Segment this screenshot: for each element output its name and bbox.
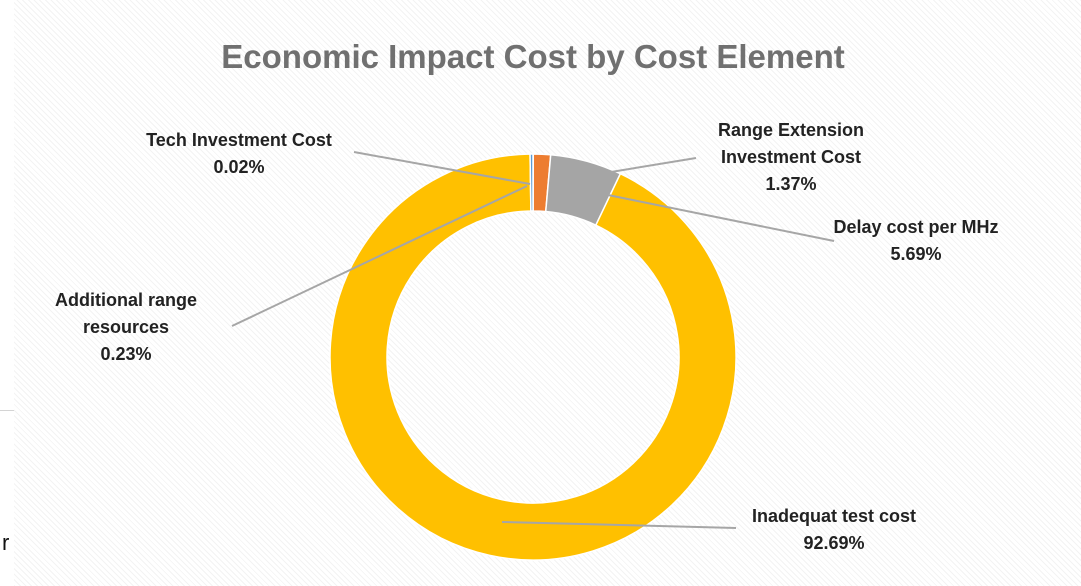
leader-line-tech-investment-cost	[353, 151, 531, 185]
slice-inadequat-test-cost	[329, 153, 737, 561]
leader-line-delay-cost-per-mhz	[607, 194, 835, 242]
background-panel	[0, 0, 15, 411]
stray-text: r	[2, 530, 10, 555]
slice-additional-range-resources	[529, 153, 534, 212]
slices	[329, 153, 737, 561]
chart-area: Economic Impact Cost by Cost Element Tec…	[14, 0, 1081, 586]
data-label-inadequat-test-cost: Inadequat test cost 92.69%	[752, 506, 916, 553]
data-label-delay-cost-per-mhz: Delay cost per MHz 5.69%	[833, 217, 998, 264]
data-label-tech-investment-cost: Tech Investment Cost 0.02%	[146, 130, 332, 177]
data-label-additional-range-resources: Additional range resources 0.23%	[55, 290, 197, 364]
leader-lines	[231, 151, 835, 529]
chart-title: Economic Impact Cost by Cost Element	[221, 38, 844, 75]
leader-line-inadequat-test-cost	[501, 521, 737, 529]
data-labels: Tech Investment Cost 0.02% Range Extension…	[55, 120, 999, 553]
donut-chart: Economic Impact Cost by Cost Element Tec…	[55, 38, 999, 561]
leader-line-range-extension-investment-cost	[610, 157, 697, 173]
leader-line-additional-range-resources	[231, 185, 528, 327]
data-label-range-extension-investment-cost: Range Extension Investment Cost 1.37%	[718, 120, 864, 194]
